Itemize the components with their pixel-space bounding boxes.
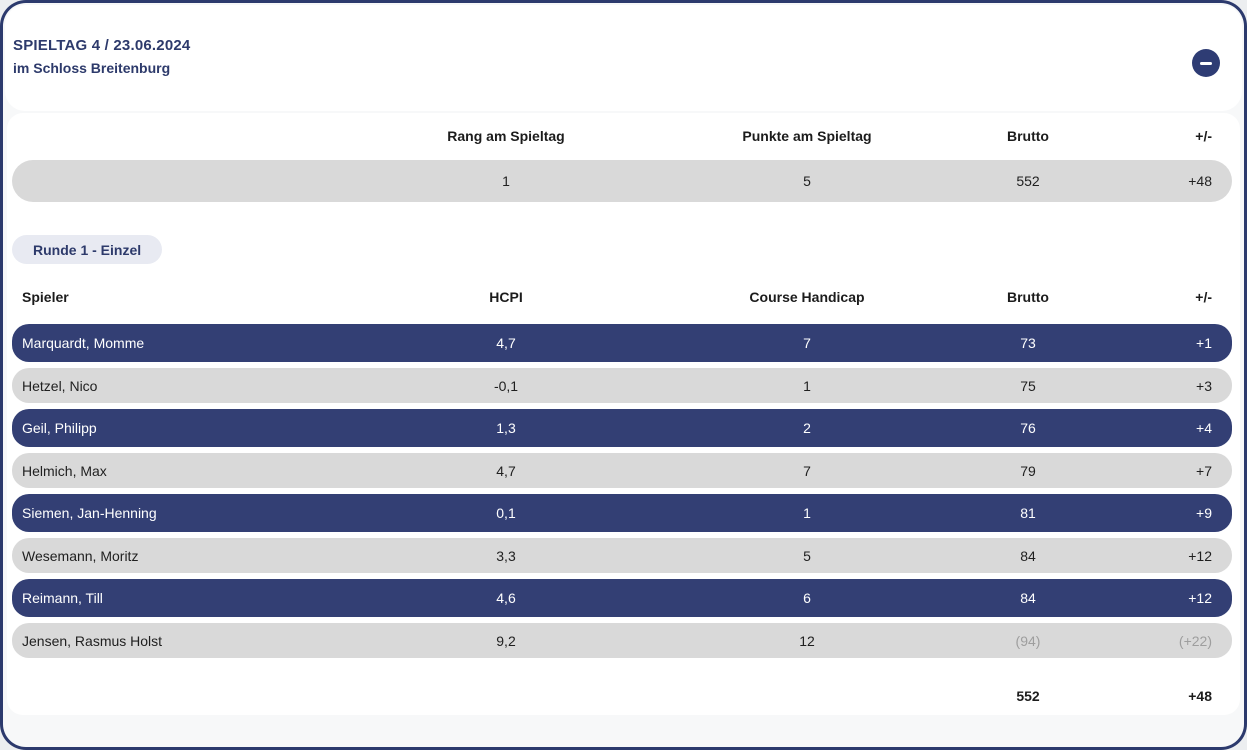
player-row[interactable]: Hetzel, Nico -0,1 1 75 +3	[12, 368, 1232, 403]
player-row[interactable]: Wesemann, Moritz 3,3 5 84 +12	[12, 538, 1232, 573]
player-hcpi-cell: 4,6	[496, 590, 516, 606]
player-course-handicap-cell: 1	[803, 505, 811, 521]
player-row[interactable]: Jensen, Rasmus Holst 9,2 12 (94) (+22)	[12, 623, 1232, 658]
summary-header-brutto: Brutto	[1007, 128, 1049, 144]
player-name-cell: Reimann, Till	[22, 590, 103, 606]
collapse-button[interactable]	[1192, 49, 1220, 77]
player-brutto-cell: 73	[1020, 335, 1036, 351]
summary-header-diff: +/-	[1195, 128, 1212, 144]
player-diff-cell: +12	[1188, 547, 1212, 564]
player-course-handicap-cell: 12	[799, 632, 815, 649]
total-diff: +48	[1188, 688, 1212, 704]
total-brutto: 552	[1016, 688, 1040, 704]
player-brutto-cell: 81	[1020, 505, 1036, 521]
header-section	[5, 5, 1242, 111]
player-row[interactable]: Reimann, Till 4,6 6 84 +12	[12, 579, 1232, 617]
summary-value-brutto: 552	[1016, 173, 1040, 189]
player-brutto-cell: 84	[1020, 590, 1036, 606]
player-brutto-cell: 84	[1020, 547, 1036, 564]
player-diff-cell: +1	[1196, 335, 1212, 351]
summary-header-row: Rang am Spieltag Punkte am Spieltag Brut…	[12, 127, 1232, 145]
player-course-handicap-cell: 5	[803, 547, 811, 564]
player-brutto-cell: 75	[1020, 377, 1036, 394]
minus-icon	[1200, 62, 1212, 65]
summary-header-rang: Rang am Spieltag	[447, 128, 565, 144]
summary-value-punkte: 5	[803, 173, 811, 189]
player-name-cell: Geil, Philipp	[22, 420, 97, 436]
round-badge: Runde 1 - Einzel	[12, 235, 163, 264]
player-diff-cell: +12	[1188, 590, 1212, 606]
players-header-course-handicap: Course Handicap	[749, 289, 865, 305]
player-hcpi-cell: 3,3	[496, 547, 516, 564]
player-diff-cell: +3	[1196, 377, 1212, 394]
player-hcpi-cell: 1,3	[496, 420, 516, 436]
player-hcpi-cell: 0,1	[496, 505, 516, 521]
players-header-row: Spieler HCPI Course Handicap Brutto +/-	[12, 288, 1232, 306]
player-diff-cell: +9	[1196, 505, 1212, 521]
players-table: Marquardt, Momme 4,7 7 73 +1 Hetzel, Nic…	[12, 324, 1232, 664]
players-header-diff: +/-	[1195, 289, 1212, 305]
player-name-cell: Siemen, Jan-Henning	[22, 505, 157, 521]
page-title: SPIELTAG 4 / 23.06.2024	[13, 37, 191, 54]
player-course-handicap-cell: 2	[803, 420, 811, 436]
player-course-handicap-cell: 6	[803, 590, 811, 606]
player-diff-cell: +7	[1196, 462, 1212, 479]
summary-value-diff: +48	[1188, 173, 1212, 189]
player-name-cell: Jensen, Rasmus Holst	[22, 632, 163, 649]
player-name-cell: Helmich, Max	[22, 462, 107, 479]
player-row[interactable]: Marquardt, Momme 4,7 7 73 +1	[12, 324, 1232, 362]
player-course-handicap-cell: 1	[803, 377, 811, 394]
player-course-handicap-cell: 7	[803, 462, 811, 479]
player-row[interactable]: Siemen, Jan-Henning 0,1 1 81 +9	[12, 494, 1232, 532]
player-hcpi-cell: 4,7	[496, 335, 516, 351]
summary-values-row: 1 5 552 +48	[12, 160, 1232, 202]
players-header-hcpi: HCPI	[489, 289, 523, 305]
player-diff-cell: +4	[1196, 420, 1212, 436]
player-row[interactable]: Helmich, Max 4,7 7 79 +7	[12, 453, 1232, 488]
player-brutto-cell: 79	[1020, 462, 1036, 479]
player-brutto-cell: 76	[1020, 420, 1036, 436]
player-hcpi-cell: 9,2	[496, 632, 516, 649]
player-course-handicap-cell: 7	[803, 335, 811, 351]
page-subtitle: im Schloss Breitenburg	[13, 60, 171, 76]
player-name-cell: Hetzel, Nico	[22, 377, 98, 394]
player-name-cell: Wesemann, Moritz	[22, 547, 139, 564]
player-name-cell: Marquardt, Momme	[22, 335, 145, 351]
players-header-spieler: Spieler	[22, 289, 69, 305]
player-brutto-cell: (94)	[1015, 632, 1041, 649]
player-diff-cell: (+22)	[1178, 632, 1212, 649]
player-hcpi-cell: 4,7	[496, 462, 516, 479]
totals-row: 552 +48	[12, 688, 1232, 704]
summary-value-rang: 1	[502, 173, 510, 189]
player-hcpi-cell: -0,1	[493, 377, 519, 394]
player-row[interactable]: Geil, Philipp 1,3 2 76 +4	[12, 409, 1232, 447]
summary-header-punkte: Punkte am Spieltag	[742, 128, 872, 144]
players-header-brutto: Brutto	[1007, 289, 1049, 305]
